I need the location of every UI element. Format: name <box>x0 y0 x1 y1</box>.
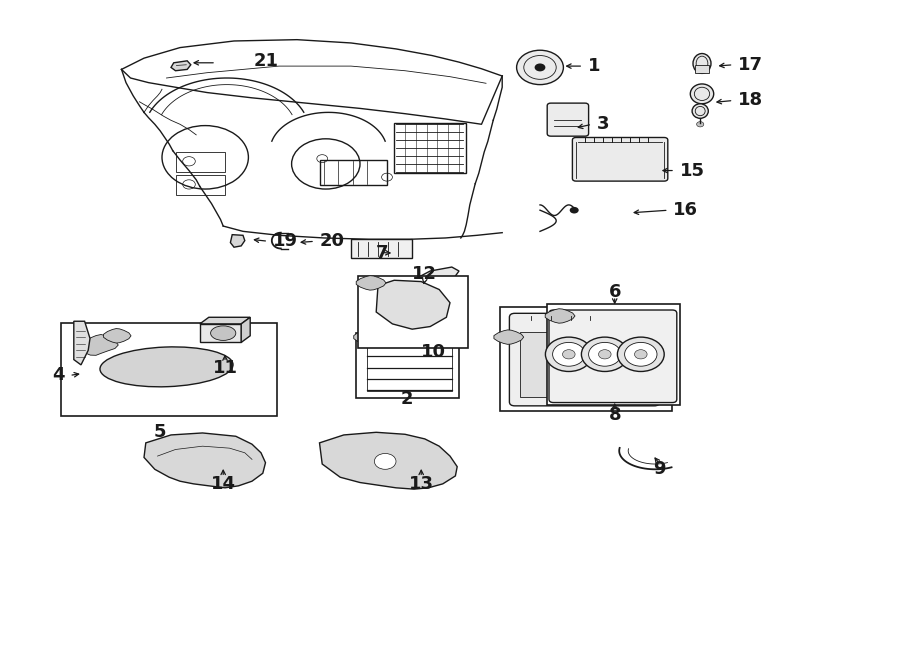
Polygon shape <box>144 433 266 488</box>
Polygon shape <box>104 329 131 343</box>
Circle shape <box>374 453 396 469</box>
Circle shape <box>697 122 704 127</box>
Ellipse shape <box>692 104 708 118</box>
Text: 7: 7 <box>375 243 388 262</box>
Circle shape <box>553 342 585 366</box>
Bar <box>358 276 468 348</box>
Circle shape <box>581 337 628 371</box>
Bar <box>176 152 225 172</box>
Circle shape <box>562 350 575 359</box>
Text: 20: 20 <box>320 232 345 251</box>
Text: 1: 1 <box>588 57 600 75</box>
Text: 15: 15 <box>680 161 705 180</box>
Circle shape <box>617 337 664 371</box>
FancyBboxPatch shape <box>549 310 677 403</box>
Circle shape <box>535 63 545 71</box>
Bar <box>367 341 452 391</box>
Text: 12: 12 <box>412 265 437 284</box>
Circle shape <box>570 207 579 214</box>
Bar <box>547 304 680 405</box>
Polygon shape <box>356 276 386 290</box>
Text: 13: 13 <box>409 475 434 493</box>
Text: 2: 2 <box>400 390 413 408</box>
Polygon shape <box>200 317 250 324</box>
Ellipse shape <box>211 326 236 340</box>
Bar <box>695 65 709 73</box>
Bar <box>585 332 644 397</box>
Text: 5: 5 <box>154 423 166 442</box>
Circle shape <box>545 337 592 371</box>
Text: 19: 19 <box>273 232 298 251</box>
Bar <box>520 332 580 397</box>
Text: 17: 17 <box>738 56 763 74</box>
Polygon shape <box>354 330 382 344</box>
Text: 8: 8 <box>608 406 621 424</box>
Polygon shape <box>241 317 250 342</box>
Bar <box>356 333 459 398</box>
Circle shape <box>598 350 611 359</box>
FancyBboxPatch shape <box>509 313 660 406</box>
Ellipse shape <box>100 347 233 387</box>
Polygon shape <box>545 309 575 323</box>
Polygon shape <box>171 61 191 71</box>
Polygon shape <box>230 235 245 247</box>
Polygon shape <box>320 432 457 489</box>
Bar <box>351 239 412 258</box>
Bar <box>61 323 277 416</box>
Text: 11: 11 <box>212 358 238 377</box>
Polygon shape <box>400 267 459 294</box>
Polygon shape <box>200 324 241 342</box>
Circle shape <box>634 350 647 359</box>
Polygon shape <box>77 334 118 356</box>
Text: 9: 9 <box>653 460 666 479</box>
Bar <box>176 175 225 195</box>
Text: 16: 16 <box>673 201 698 219</box>
Text: 10: 10 <box>421 342 446 361</box>
Ellipse shape <box>690 84 714 104</box>
Bar <box>320 160 387 185</box>
Circle shape <box>625 342 657 366</box>
Bar <box>394 123 466 173</box>
Ellipse shape <box>693 54 711 73</box>
Circle shape <box>589 342 621 366</box>
FancyBboxPatch shape <box>547 103 589 136</box>
FancyBboxPatch shape <box>572 137 668 181</box>
Text: 14: 14 <box>211 475 236 493</box>
Text: 21: 21 <box>254 52 279 70</box>
Text: 18: 18 <box>738 91 763 110</box>
Polygon shape <box>74 321 90 365</box>
Polygon shape <box>376 280 450 329</box>
Bar <box>500 307 672 411</box>
Circle shape <box>517 50 563 85</box>
Text: 6: 6 <box>608 283 621 301</box>
Polygon shape <box>494 330 524 344</box>
Text: 3: 3 <box>597 115 609 134</box>
Text: 4: 4 <box>52 366 65 385</box>
